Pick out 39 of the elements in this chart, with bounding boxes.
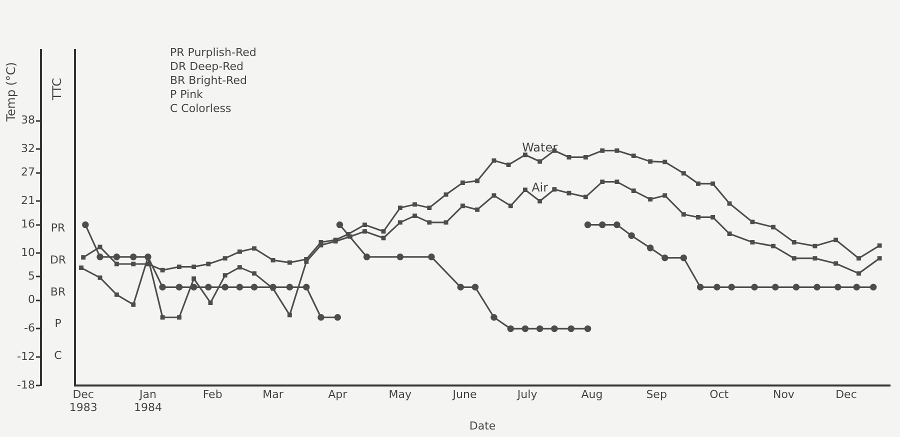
annotation: C Colorless — [170, 102, 232, 116]
text: DR — [50, 254, 66, 266]
annotation: PR Purplish-Red — [170, 46, 256, 60]
y-tick-label: 32 — [21, 142, 35, 156]
x-tick-label: Sep — [646, 388, 667, 401]
y-axis-title: Temp (°C) — [4, 62, 18, 123]
y-tick-label: -12 — [17, 350, 35, 363]
series-label: Air — [532, 180, 548, 194]
x-tick-label: Nov — [772, 388, 795, 401]
annotation: P Pink — [170, 88, 204, 102]
y2-axis-title: TTC — [50, 78, 64, 102]
y-tick-label: -18 — [17, 378, 35, 392]
y-tick-label: -6 — [24, 322, 35, 335]
y-tick-label: 10 — [21, 246, 35, 259]
y-tick-label: 16 — [21, 218, 35, 231]
y-tick-label: 0 — [28, 293, 35, 306]
y-tick-label: 27 — [21, 166, 35, 179]
x-tick-label: June — [452, 388, 477, 401]
x-tick-label: July — [516, 388, 538, 401]
text: C — [54, 348, 62, 362]
x-tick-label: May — [388, 388, 412, 401]
x-tick-label: Mar — [262, 388, 284, 401]
text: BR — [50, 285, 66, 298]
y-tick-label: 38 — [21, 114, 35, 127]
annotation: DR Deep-Red — [170, 60, 244, 74]
series-label: Water — [522, 140, 558, 155]
text: P — [54, 317, 62, 330]
x-tick-label: Aug — [581, 388, 603, 401]
x-tick-label: Dec 1983 — [69, 388, 98, 414]
y-tick-label: 5 — [28, 270, 35, 283]
x-tick-label: Feb — [202, 388, 222, 401]
text: PR — [50, 222, 66, 235]
x-tick-label: Dec — [836, 388, 857, 401]
x-tick-label: Oct — [710, 388, 730, 401]
x-axis-title: Date — [469, 419, 496, 432]
x-tick-label: Jan 1984 — [134, 388, 162, 414]
annotation: BR Bright-Red — [170, 74, 248, 88]
y-tick-label: 21 — [21, 194, 35, 208]
x-tick-label: Apr — [328, 388, 348, 401]
